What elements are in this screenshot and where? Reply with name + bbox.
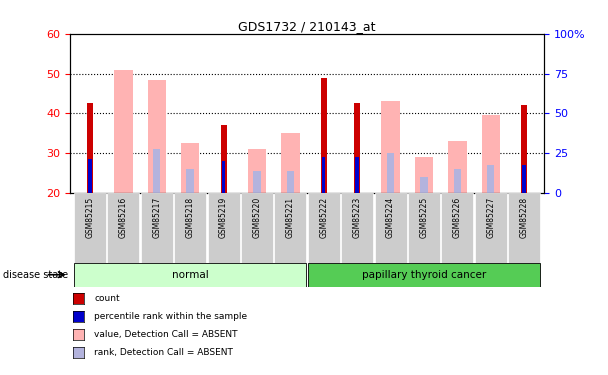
- Bar: [475, 193, 506, 262]
- Bar: [341, 193, 373, 262]
- Bar: [187, 169, 194, 193]
- Bar: [88, 159, 92, 193]
- Bar: [441, 193, 474, 262]
- Bar: [74, 262, 306, 287]
- Text: GSM85218: GSM85218: [185, 196, 195, 238]
- Bar: [281, 134, 300, 193]
- Text: normal: normal: [172, 270, 209, 280]
- Text: GSM85227: GSM85227: [486, 196, 496, 238]
- Bar: [522, 165, 526, 193]
- Bar: [521, 105, 527, 193]
- Title: GDS1732 / 210143_at: GDS1732 / 210143_at: [238, 20, 376, 33]
- Bar: [454, 169, 461, 193]
- Text: GSM85225: GSM85225: [420, 196, 429, 238]
- Bar: [286, 171, 294, 193]
- Bar: [241, 193, 273, 262]
- Text: GSM85228: GSM85228: [520, 196, 528, 238]
- Bar: [87, 104, 93, 193]
- Text: GSM85223: GSM85223: [353, 196, 362, 238]
- Bar: [420, 177, 427, 193]
- Bar: [114, 70, 133, 193]
- Text: count: count: [94, 294, 120, 303]
- Bar: [408, 193, 440, 262]
- Bar: [415, 157, 433, 193]
- Text: disease state: disease state: [3, 270, 68, 280]
- Bar: [375, 193, 407, 262]
- Bar: [356, 157, 359, 193]
- Bar: [108, 193, 139, 262]
- Bar: [207, 193, 240, 262]
- Bar: [74, 193, 106, 262]
- Bar: [174, 193, 206, 262]
- Text: GSM85219: GSM85219: [219, 196, 228, 238]
- Bar: [222, 161, 225, 193]
- Bar: [508, 193, 540, 262]
- Text: value, Detection Call = ABSENT: value, Detection Call = ABSENT: [94, 330, 238, 339]
- Bar: [153, 149, 161, 193]
- Bar: [274, 193, 306, 262]
- Text: GSM85215: GSM85215: [86, 196, 94, 238]
- Text: GSM85221: GSM85221: [286, 196, 295, 238]
- Bar: [140, 193, 173, 262]
- Text: GSM85216: GSM85216: [119, 196, 128, 238]
- Bar: [221, 125, 227, 193]
- Bar: [381, 102, 399, 193]
- Bar: [321, 78, 326, 193]
- Text: GSM85220: GSM85220: [252, 196, 261, 238]
- Bar: [308, 262, 540, 287]
- Bar: [482, 116, 500, 193]
- Bar: [254, 171, 261, 193]
- Text: GSM85217: GSM85217: [152, 196, 161, 238]
- Bar: [387, 153, 394, 193]
- Text: GSM85222: GSM85222: [319, 196, 328, 238]
- Text: rank, Detection Call = ABSENT: rank, Detection Call = ABSENT: [94, 348, 233, 357]
- Bar: [487, 165, 494, 193]
- Text: papillary thyroid cancer: papillary thyroid cancer: [362, 270, 486, 280]
- Bar: [448, 141, 466, 193]
- Bar: [181, 143, 199, 193]
- Bar: [354, 104, 360, 193]
- Text: percentile rank within the sample: percentile rank within the sample: [94, 312, 247, 321]
- Bar: [248, 149, 266, 193]
- Bar: [308, 193, 340, 262]
- Bar: [322, 157, 325, 193]
- Text: GSM85226: GSM85226: [453, 196, 462, 238]
- Text: GSM85224: GSM85224: [386, 196, 395, 238]
- Bar: [148, 80, 166, 193]
